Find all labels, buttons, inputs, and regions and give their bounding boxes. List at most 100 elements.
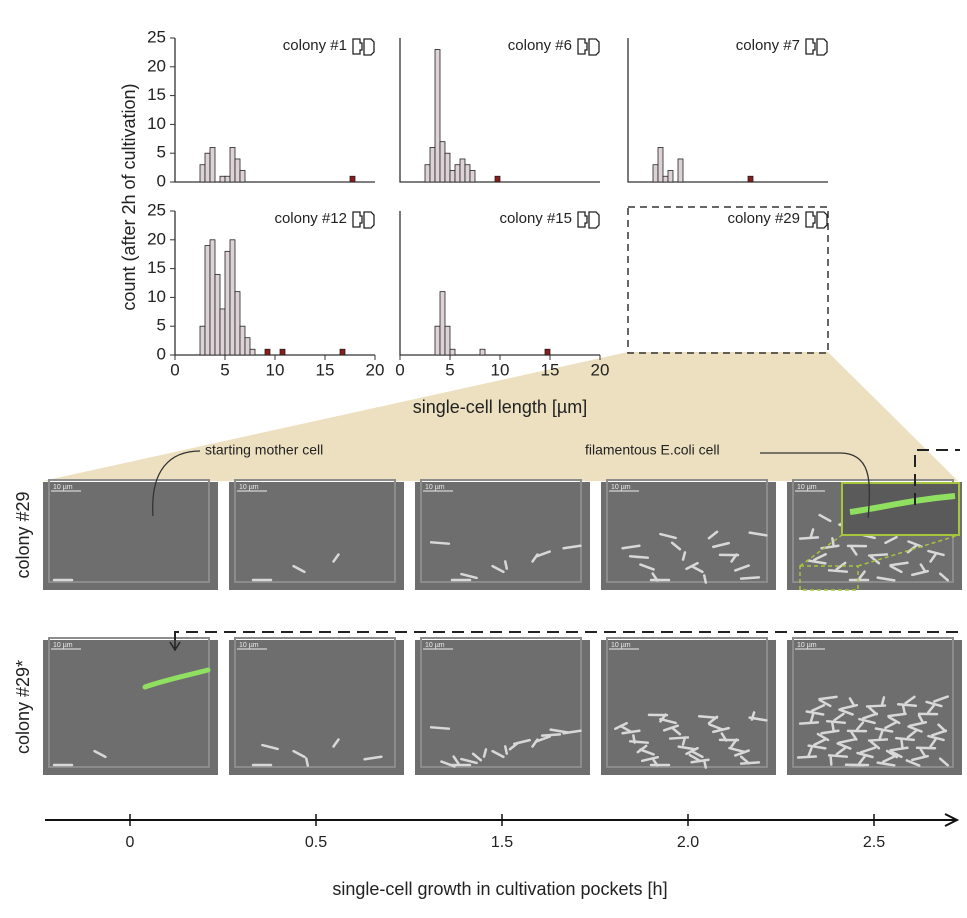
bar: [280, 349, 285, 355]
y-tick-label: 0: [157, 344, 166, 363]
annotation: starting mother cell: [205, 442, 323, 458]
cell: [630, 556, 648, 557]
cell: [505, 561, 507, 568]
bar: [265, 349, 270, 355]
time-axis: [45, 814, 957, 826]
cell: [831, 757, 832, 764]
bar: [235, 292, 240, 355]
scale-bar-label: 10 µm: [53, 642, 73, 649]
micrograph: [415, 640, 590, 775]
micrograph: [787, 640, 962, 775]
x-tick-label: 15: [316, 360, 335, 379]
x-tick-label: 0: [395, 360, 404, 379]
bar: [678, 159, 683, 182]
y-tick-label: 20: [147, 229, 166, 248]
bar: [220, 176, 225, 182]
y-tick-label: 5: [157, 316, 166, 335]
bar: [205, 246, 210, 355]
bar: [350, 176, 355, 182]
bar: [445, 153, 450, 182]
bar: [250, 349, 255, 355]
bar: [445, 326, 450, 355]
cell: [829, 755, 847, 756]
icon: [353, 212, 374, 228]
cell: [431, 727, 449, 728]
bar: [225, 176, 230, 182]
scale-bar-label: 10 µm: [239, 484, 259, 491]
annotation: filamentous E.coli cell: [585, 442, 720, 458]
x-tick-label: 5: [220, 360, 229, 379]
cell: [704, 575, 706, 582]
micrograph: [43, 640, 218, 775]
y-axis-label: count (after 2h of cultivation): [119, 83, 139, 310]
panel-title: colony #12: [274, 210, 347, 227]
bar: [220, 309, 225, 355]
x-tick-label: 20: [591, 360, 610, 379]
bar: [653, 165, 658, 182]
scale-bar-label: 10 µm: [611, 484, 631, 491]
cell: [827, 721, 845, 723]
cell: [898, 704, 916, 705]
y-tick-label: 15: [147, 85, 166, 104]
y-tick-label: 5: [157, 143, 166, 162]
bar: [245, 338, 250, 355]
bar: [340, 349, 345, 355]
cell: [800, 537, 818, 538]
scale-bar-label: 10 µm: [797, 484, 817, 491]
panel-title: colony #29: [727, 210, 800, 227]
y-tick-label: 10: [147, 287, 166, 306]
bar: [200, 326, 205, 355]
time-tick-label: 1.5: [491, 834, 513, 851]
cell: [505, 746, 507, 753]
cell: [630, 741, 648, 742]
x-tick-label: 10: [491, 360, 510, 379]
bar: [205, 153, 210, 182]
bar: [240, 170, 245, 182]
panel-title: colony #1: [283, 37, 347, 54]
cell: [896, 738, 913, 740]
bar: [450, 349, 455, 355]
bar: [230, 240, 235, 355]
bar: [658, 147, 663, 182]
cell: [542, 734, 560, 735]
axis: [400, 211, 600, 355]
icon: [806, 212, 827, 228]
scale-bar-label: 10 µm: [53, 484, 73, 491]
bar: [668, 170, 673, 182]
bar: [435, 326, 440, 355]
cell: [869, 739, 887, 740]
time-tick-label: 0.5: [305, 834, 327, 851]
bar: [215, 274, 220, 355]
bar: [450, 170, 455, 182]
scale-bar-label: 10 µm: [425, 484, 445, 491]
icon: [578, 39, 599, 55]
bar: [440, 292, 445, 355]
bar: [210, 240, 215, 355]
cell: [832, 723, 833, 730]
bar: [545, 349, 550, 355]
y-tick-label: 10: [147, 114, 166, 133]
panel-frame: [628, 207, 828, 353]
cell: [867, 706, 885, 707]
micrograph: [601, 640, 776, 775]
bar: [425, 165, 430, 182]
y-tick-label: 25: [147, 27, 166, 46]
time-axis-label: single-cell growth in cultivation pocket…: [332, 879, 667, 899]
bar: [440, 142, 445, 182]
cell: [832, 538, 833, 545]
panel-title: colony #7: [736, 37, 800, 54]
scale-bar-label: 10 µm: [797, 642, 817, 649]
icon: [806, 39, 827, 55]
cell: [633, 735, 634, 742]
icon: [578, 212, 599, 228]
cell: [800, 722, 818, 723]
time-tick-label: 2.5: [863, 834, 885, 851]
cell: [699, 716, 717, 717]
micrograph: [229, 482, 404, 590]
bar: [230, 147, 235, 182]
bar: [435, 50, 440, 182]
x-tick-label: 5: [445, 360, 454, 379]
cell: [829, 570, 847, 571]
y-tick-label: 0: [157, 171, 166, 190]
